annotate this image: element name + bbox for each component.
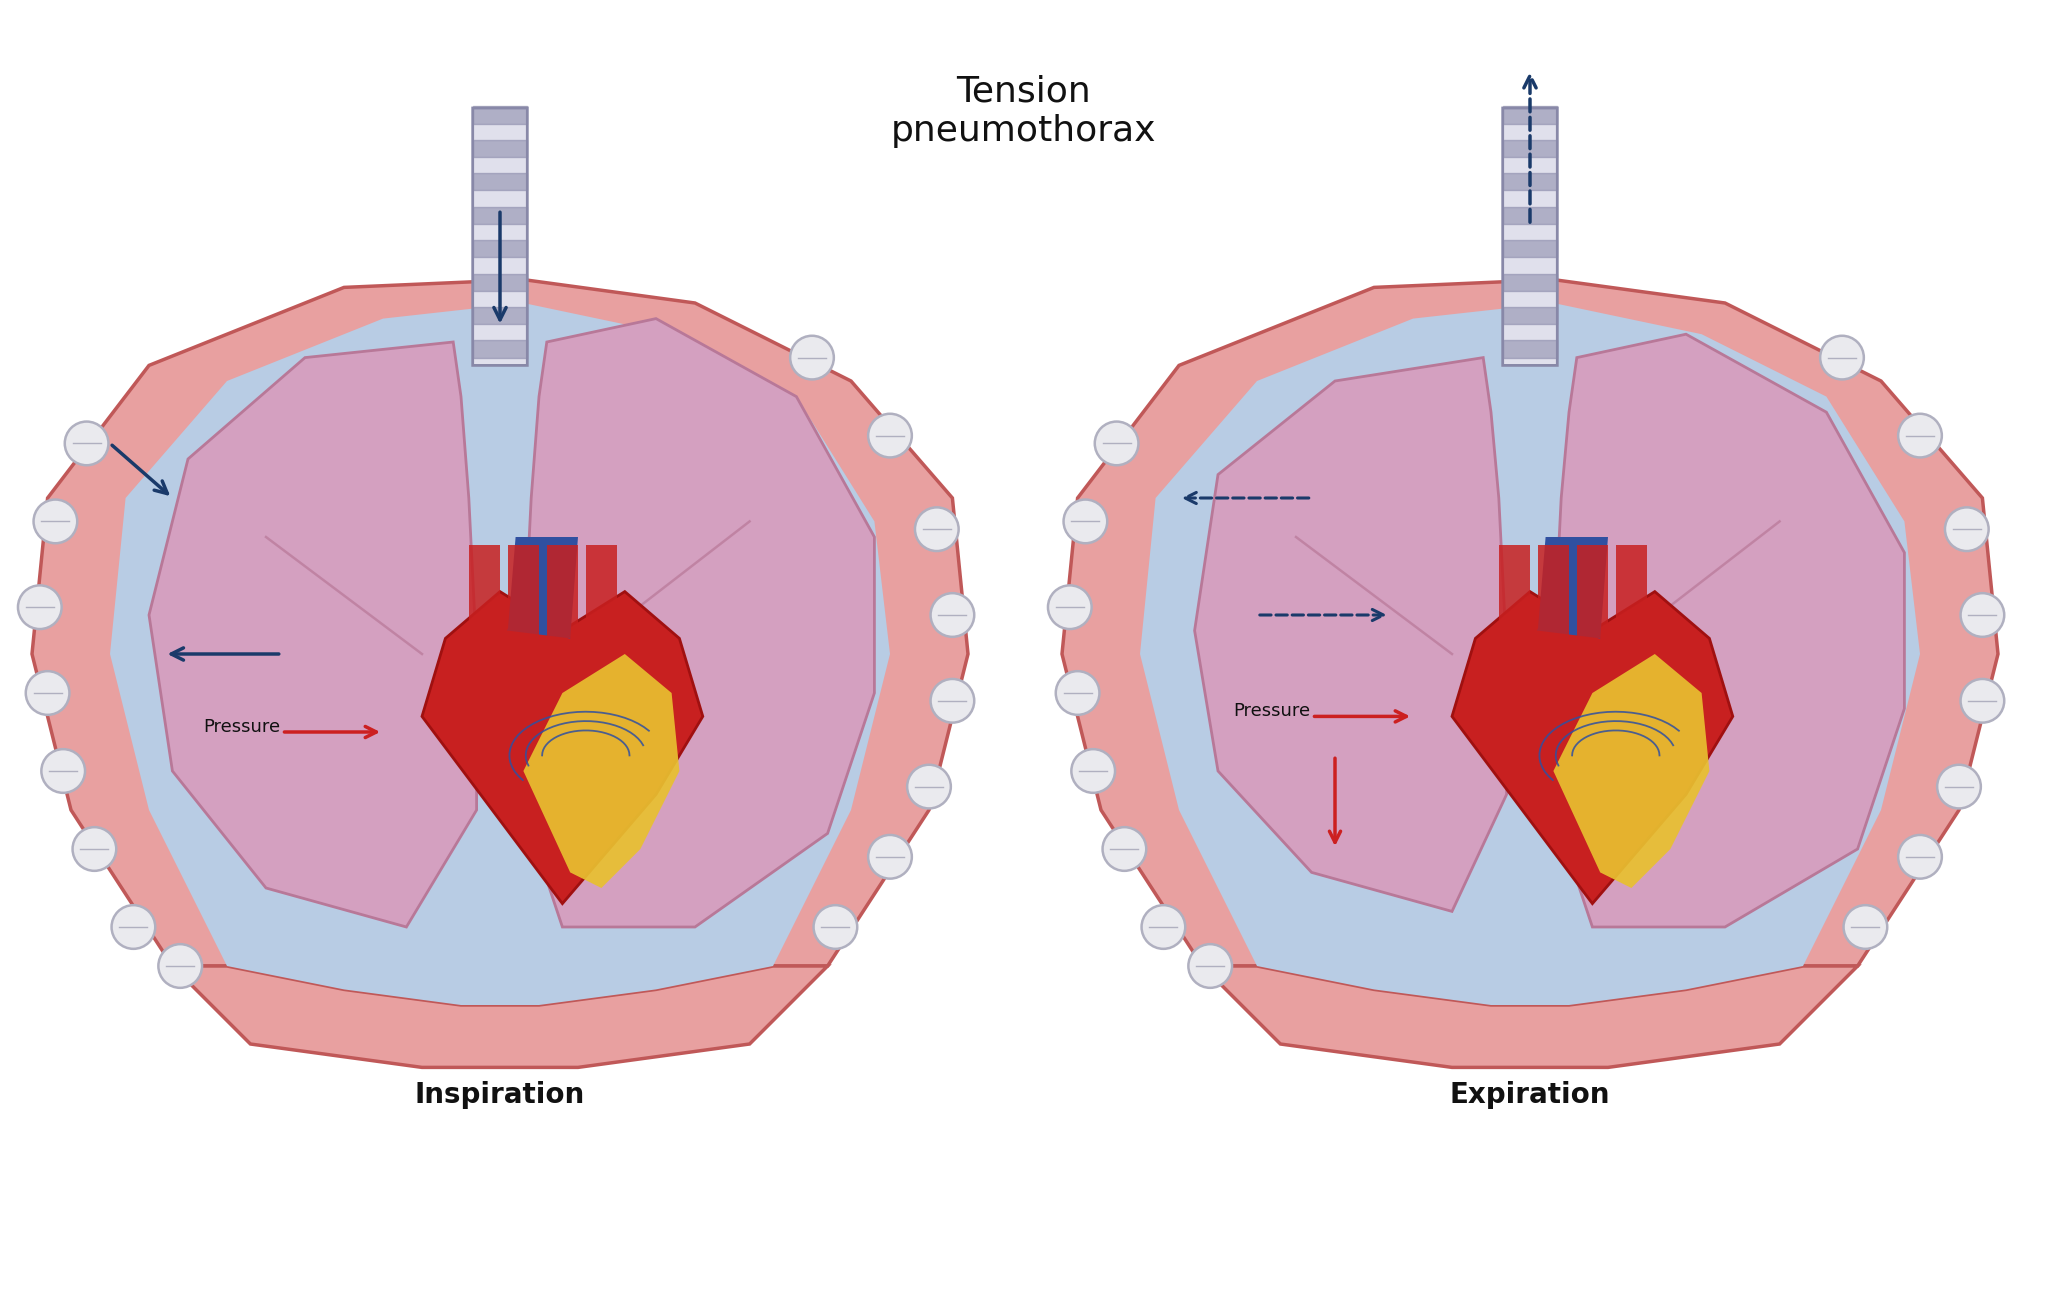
Circle shape: [907, 764, 950, 809]
Polygon shape: [150, 341, 477, 927]
Polygon shape: [1499, 545, 1530, 638]
Circle shape: [158, 944, 203, 987]
Polygon shape: [469, 545, 500, 638]
Polygon shape: [524, 654, 680, 888]
Circle shape: [1063, 499, 1108, 544]
Circle shape: [33, 499, 78, 544]
Polygon shape: [1063, 280, 1999, 966]
Text: Tension
pneumothorax: Tension pneumothorax: [891, 75, 1157, 148]
Circle shape: [1937, 764, 1980, 809]
Circle shape: [1071, 750, 1114, 793]
Circle shape: [18, 586, 61, 629]
Polygon shape: [1194, 357, 1507, 911]
Polygon shape: [1538, 545, 1569, 638]
Polygon shape: [508, 537, 578, 638]
Polygon shape: [111, 303, 891, 1004]
FancyBboxPatch shape: [473, 108, 526, 365]
Polygon shape: [1577, 545, 1608, 638]
Polygon shape: [1552, 654, 1710, 888]
Text: Pressure: Pressure: [203, 718, 281, 737]
Polygon shape: [33, 280, 969, 966]
Circle shape: [111, 905, 156, 949]
Circle shape: [1960, 679, 2005, 722]
Circle shape: [1049, 586, 1092, 629]
Circle shape: [1946, 507, 1989, 551]
Polygon shape: [508, 545, 539, 638]
Circle shape: [27, 671, 70, 714]
Polygon shape: [1141, 303, 1921, 1004]
Circle shape: [1141, 905, 1186, 949]
Circle shape: [915, 507, 958, 551]
Circle shape: [72, 827, 117, 871]
Circle shape: [1898, 835, 1942, 878]
Polygon shape: [1538, 537, 1608, 638]
Polygon shape: [547, 545, 578, 638]
Circle shape: [1898, 414, 1942, 457]
Polygon shape: [1452, 592, 1733, 903]
Circle shape: [930, 593, 975, 637]
Circle shape: [791, 336, 834, 379]
Circle shape: [930, 679, 975, 722]
Circle shape: [1960, 593, 2005, 637]
Circle shape: [41, 750, 86, 793]
Polygon shape: [422, 592, 702, 903]
Text: Expiration: Expiration: [1450, 1081, 1610, 1109]
Polygon shape: [524, 319, 874, 927]
Circle shape: [1096, 421, 1139, 465]
Circle shape: [868, 835, 911, 878]
FancyBboxPatch shape: [1503, 108, 1556, 365]
Circle shape: [1843, 905, 1888, 949]
Circle shape: [66, 421, 109, 465]
Polygon shape: [1552, 335, 1905, 927]
Circle shape: [868, 414, 911, 457]
Polygon shape: [1202, 966, 1858, 1067]
Circle shape: [1188, 944, 1233, 987]
Polygon shape: [586, 545, 616, 638]
Polygon shape: [172, 966, 827, 1067]
Circle shape: [1057, 671, 1100, 714]
Circle shape: [813, 905, 858, 949]
Text: Inspiration: Inspiration: [416, 1081, 586, 1109]
Text: Pressure: Pressure: [1233, 702, 1311, 721]
Circle shape: [1821, 336, 1864, 379]
Polygon shape: [1616, 545, 1647, 638]
Circle shape: [1102, 827, 1147, 871]
